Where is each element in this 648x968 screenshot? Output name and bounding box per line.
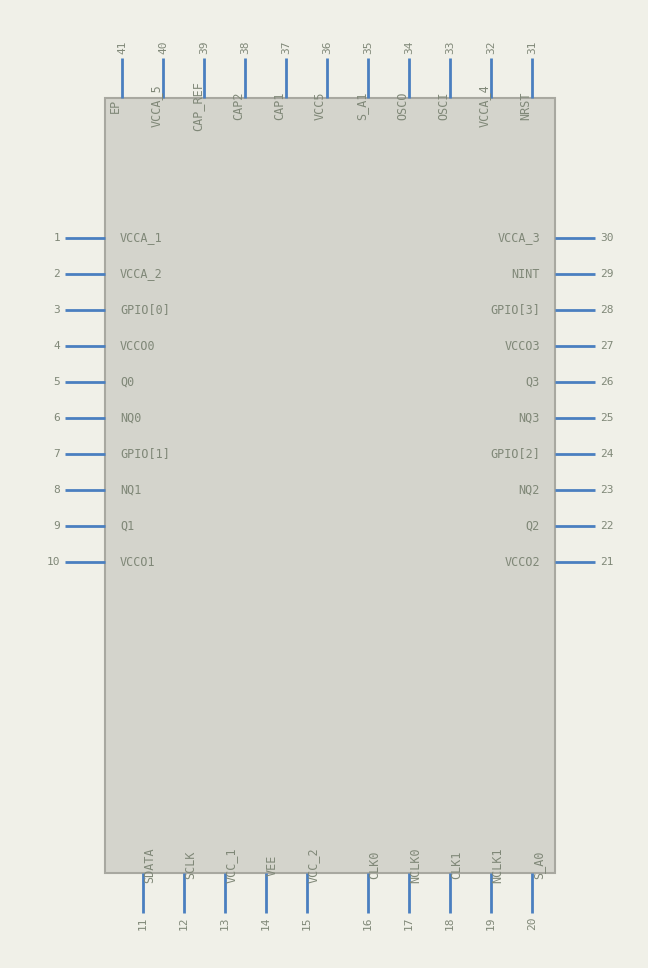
Text: 19: 19 [486, 917, 496, 930]
Text: 41: 41 [117, 41, 127, 54]
Text: VCC_2: VCC_2 [307, 847, 320, 883]
Text: 36: 36 [322, 41, 332, 54]
Text: 40: 40 [158, 41, 168, 54]
Text: SCLK: SCLK [184, 851, 197, 879]
Text: 5: 5 [53, 377, 60, 387]
Text: 18: 18 [445, 917, 455, 930]
Text: 27: 27 [600, 341, 614, 351]
Text: VCCA_1: VCCA_1 [120, 231, 163, 245]
Text: NRST: NRST [519, 92, 532, 120]
Text: OSCI: OSCI [437, 92, 450, 120]
Text: 39: 39 [199, 41, 209, 54]
Text: 31: 31 [527, 41, 537, 54]
Text: VCCA_2: VCCA_2 [120, 267, 163, 281]
Text: 20: 20 [527, 917, 537, 930]
Text: VCCO0: VCCO0 [120, 340, 156, 352]
Text: 21: 21 [600, 557, 614, 567]
Text: 9: 9 [53, 521, 60, 531]
Text: 3: 3 [53, 305, 60, 315]
Text: 29: 29 [600, 269, 614, 279]
Text: 28: 28 [600, 305, 614, 315]
Text: CAP2: CAP2 [232, 92, 245, 120]
Text: 33: 33 [445, 41, 455, 54]
Text: 15: 15 [302, 917, 312, 930]
Text: NCLK0: NCLK0 [409, 847, 422, 883]
Text: 22: 22 [600, 521, 614, 531]
Text: 7: 7 [53, 449, 60, 459]
Text: Q0: Q0 [120, 376, 134, 388]
Text: VCCO3: VCCO3 [504, 340, 540, 352]
Text: 23: 23 [600, 485, 614, 495]
Text: 10: 10 [47, 557, 60, 567]
Text: 6: 6 [53, 413, 60, 423]
Text: NQ0: NQ0 [120, 411, 141, 425]
Text: 12: 12 [179, 917, 189, 930]
Text: 14: 14 [261, 917, 271, 930]
Text: OSCO: OSCO [396, 92, 409, 120]
Text: VCC5: VCC5 [314, 92, 327, 120]
Text: 2: 2 [53, 269, 60, 279]
Text: VCCA_4: VCCA_4 [478, 84, 491, 128]
Text: NQ2: NQ2 [518, 483, 540, 497]
Text: VCCO2: VCCO2 [504, 556, 540, 568]
Text: CAP1: CAP1 [273, 92, 286, 120]
Text: NCLK1: NCLK1 [491, 847, 504, 883]
Text: 13: 13 [220, 917, 230, 930]
Text: VEE: VEE [266, 855, 279, 876]
Text: GPIO[0]: GPIO[0] [120, 304, 170, 317]
Text: 1: 1 [53, 233, 60, 243]
Text: Q2: Q2 [526, 520, 540, 532]
Text: S_A0: S_A0 [532, 851, 545, 879]
Text: 32: 32 [486, 41, 496, 54]
Text: 37: 37 [281, 41, 291, 54]
Text: NQ1: NQ1 [120, 483, 141, 497]
Text: 25: 25 [600, 413, 614, 423]
Text: 4: 4 [53, 341, 60, 351]
Text: 16: 16 [363, 917, 373, 930]
Text: CLK0: CLK0 [368, 851, 381, 879]
Text: VCCO1: VCCO1 [120, 556, 156, 568]
Text: 26: 26 [600, 377, 614, 387]
Text: Q1: Q1 [120, 520, 134, 532]
Text: 24: 24 [600, 449, 614, 459]
Text: 17: 17 [404, 917, 414, 930]
Text: S_A1: S_A1 [355, 92, 368, 120]
Text: 35: 35 [363, 41, 373, 54]
Text: 8: 8 [53, 485, 60, 495]
Text: GPIO[2]: GPIO[2] [490, 447, 540, 461]
Text: VCC_1: VCC_1 [225, 847, 238, 883]
Text: 38: 38 [240, 41, 250, 54]
Text: GPIO[3]: GPIO[3] [490, 304, 540, 317]
Text: 30: 30 [600, 233, 614, 243]
Text: 34: 34 [404, 41, 414, 54]
Text: NINT: NINT [511, 267, 540, 281]
Bar [105, 98, 555, 873]
Text: SDATA: SDATA [143, 847, 156, 883]
Text: VCCA_5: VCCA_5 [150, 84, 163, 128]
Text: GPIO[1]: GPIO[1] [120, 447, 170, 461]
Text: NQ3: NQ3 [518, 411, 540, 425]
Text: EP: EP [109, 99, 122, 113]
Text: CLK1: CLK1 [450, 851, 463, 879]
Text: Q3: Q3 [526, 376, 540, 388]
Text: 11: 11 [138, 917, 148, 930]
Text: CAP_REF: CAP_REF [191, 81, 204, 131]
Text: VCCA_3: VCCA_3 [497, 231, 540, 245]
